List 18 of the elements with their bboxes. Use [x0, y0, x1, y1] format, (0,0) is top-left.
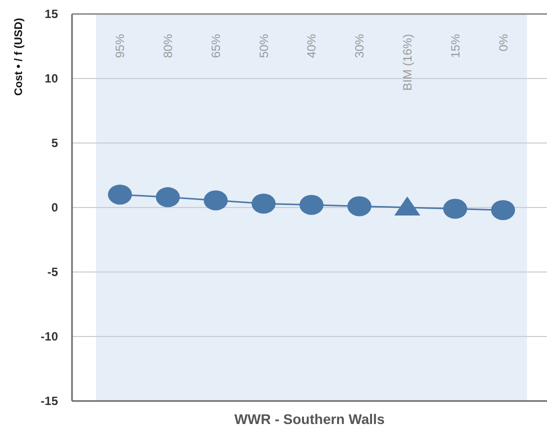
x-tick-label: 30% — [352, 34, 367, 58]
y-tick-label: 15 — [44, 7, 58, 22]
x-axis-title: WWR - Southern Walls — [234, 411, 385, 427]
x-tick-label: 15% — [448, 34, 462, 58]
y-tick-label: -10 — [40, 330, 58, 344]
y-axis-title: Cost • / f (USD) — [13, 18, 25, 96]
x-tick-label: BIM (16%) — [400, 34, 414, 91]
y-tick-label: -5 — [47, 265, 58, 280]
y-tick-label: 10 — [44, 72, 58, 86]
x-tick-label: 50% — [256, 34, 271, 58]
x-tick-label: 80% — [161, 34, 176, 58]
x-tick-label: 0% — [496, 34, 510, 52]
x-tick-label: 40% — [304, 34, 319, 58]
y-tick-label: 5 — [51, 136, 58, 150]
x-tick-label: 95% — [113, 34, 128, 58]
x-tick-label: 65% — [208, 34, 223, 58]
y-tick-label: -15 — [40, 394, 58, 408]
y-tick-label: 0 — [51, 200, 58, 215]
